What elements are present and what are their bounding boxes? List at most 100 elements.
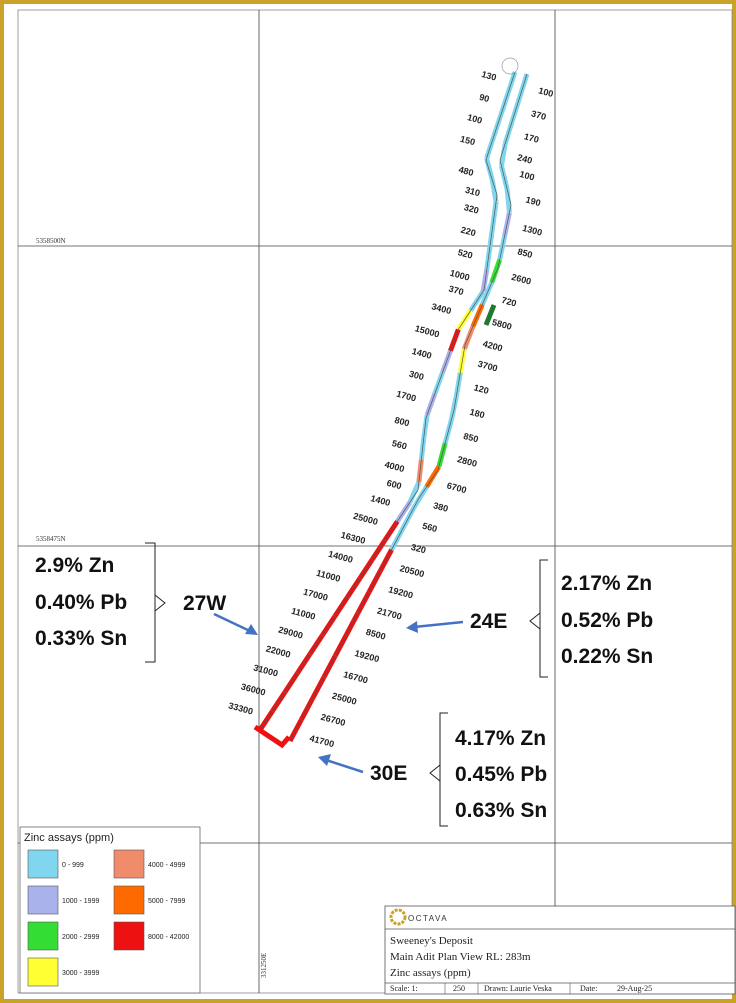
callout-30e-pb: 0.45% Pb	[455, 763, 547, 786]
east-assay-label: 320	[410, 542, 427, 556]
east-assay-label: 170	[523, 131, 540, 145]
east-assay-label: 190	[525, 195, 542, 209]
title-block-box	[384, 905, 736, 995]
legend-swatch-4	[113, 849, 145, 879]
legend-label-2: 2000 - 2999	[62, 934, 99, 941]
legend-swatch-1	[27, 885, 59, 915]
west-assay-label: 1400	[370, 493, 392, 508]
west-assay-label: 150	[459, 134, 476, 148]
west-assay-label: 520	[457, 247, 474, 261]
west-channel-outline	[259, 71, 516, 731]
west-assay-label: 1000	[449, 268, 471, 283]
east-channel-outline	[289, 73, 528, 742]
west-assay-label: 220	[460, 225, 477, 239]
west-assay-label: 1400	[411, 346, 433, 361]
west-assay-label: 4000	[384, 459, 406, 474]
east-assay-label: 6700	[446, 480, 468, 495]
legend-label-1: 1000 - 1999	[62, 898, 99, 905]
adit-portal-marker	[501, 57, 519, 75]
west-assay-label: 800	[393, 415, 410, 429]
legend-swatch-6	[113, 921, 145, 951]
legend-swatch-2	[27, 921, 59, 951]
date-label: Date:	[580, 984, 597, 993]
legend-swatch-0	[27, 849, 59, 879]
callout-24e-arrow	[413, 620, 464, 629]
octava-logo-icon	[389, 908, 407, 926]
callout-24e-arrowhead	[406, 621, 418, 633]
legend-title: Zinc assays (ppm)	[24, 832, 114, 844]
callout-27w-label: 27W	[183, 592, 226, 615]
title-block: OCTAVA Sweeney's Deposit Main Adit Plan …	[384, 905, 736, 995]
east-assay-label: 380	[432, 500, 449, 514]
east-assay-label: 1300	[521, 223, 543, 238]
callout-27w-arrow	[213, 612, 253, 634]
legend-label-4: 4000 - 4999	[148, 862, 185, 869]
west-assay-label: 370	[448, 284, 465, 298]
west-segment	[407, 481, 422, 504]
callout-27w: 2.9% Zn 0.40% Pb 0.33% Sn 27W	[35, 542, 258, 663]
east-assay-label: 180	[469, 407, 486, 421]
east-assay-label: 100	[537, 85, 554, 99]
logo-text: OCTAVA	[408, 914, 448, 923]
east-assay-label: 720	[501, 295, 518, 309]
west-assay-label: 480	[458, 164, 475, 178]
callout-24e-pb: 0.52% Pb	[561, 609, 653, 632]
callout-27w-zn: 2.9% Zn	[35, 554, 114, 577]
east-assay-label: 100	[519, 169, 536, 183]
east-assay-label: 4200	[482, 339, 504, 354]
west-assay-label: 3400	[430, 301, 452, 316]
map-inner-border	[17, 9, 733, 994]
callout-30e-zn: 4.17% Zn	[455, 727, 546, 750]
east-assay-label: 560	[421, 521, 438, 535]
callout-30e-arrow	[325, 758, 364, 774]
legend-swatch-3	[27, 957, 59, 987]
title-line-2: Main Adit Plan View RL: 283m	[390, 951, 531, 963]
west-assay-label: 100	[466, 112, 483, 126]
west-assay-label: 560	[391, 438, 408, 452]
west-assay-label: 1700	[395, 389, 417, 404]
callout-24e-zn: 2.17% Zn	[561, 572, 652, 595]
drawn-by: Drawn: Laurie Veska	[484, 984, 552, 993]
east-assay-label: 120	[473, 382, 490, 396]
callout-24e-sn: 0.22% Sn	[561, 645, 653, 668]
west-assay-label: 320	[463, 202, 480, 216]
east-assay-label: 2800	[456, 454, 478, 469]
scale-label: Scale: 1:	[390, 984, 418, 993]
east-segment	[504, 189, 512, 213]
legend-label-6: 8000 - 42000	[148, 934, 189, 941]
callout-30e-arrowhead	[318, 754, 331, 766]
legend-swatch-5	[113, 885, 145, 915]
northing-label-2: 5358475N	[36, 535, 66, 543]
adit-face-closure	[253, 724, 291, 749]
title-line-3: Zinc assays (ppm)	[390, 967, 471, 979]
legend-label-5: 5000 - 7999	[148, 898, 185, 905]
callout-27w-arrowhead	[245, 624, 258, 635]
east-assay-label: 850	[516, 246, 533, 260]
callout-24e-bracket	[529, 559, 548, 678]
east-assay-label: 850	[462, 431, 479, 445]
east-segment-dark-green	[483, 304, 497, 326]
callout-30e-sn: 0.63% Sn	[455, 799, 547, 822]
northing-label-1: 5358500N	[36, 237, 66, 245]
callout-27w-sn: 0.33% Sn	[35, 627, 127, 650]
callout-27w-pb: 0.40% Pb	[35, 591, 127, 614]
callout-27w-bracket	[145, 542, 166, 663]
east-assay-label: 8500	[365, 627, 387, 642]
east-assay-label: 240	[516, 152, 533, 166]
west-assay-label: 300	[408, 369, 425, 383]
channel-outlines	[259, 71, 528, 742]
legend-label-3: 3000 - 3999	[62, 970, 99, 977]
west-assay-label: 600	[386, 478, 403, 492]
easting-label-1: 331250E	[260, 953, 268, 978]
callout-24e: 2.17% Zn 0.52% Pb 0.22% Sn 24E	[406, 559, 653, 678]
callout-24e-label: 24E	[470, 610, 507, 633]
east-assay-label: 5800	[491, 317, 513, 332]
zinc-legend: Zinc assays (ppm) 0 - 999 1000 - 1999 20…	[19, 826, 201, 994]
title-line-1: Sweeney's Deposit	[390, 935, 473, 947]
west-segment	[489, 179, 499, 203]
legend-label-0: 0 - 999	[62, 862, 84, 869]
west-assay-label: 310	[464, 185, 481, 199]
west-assay-label: 90	[478, 92, 490, 104]
scale-value: 250	[453, 984, 465, 993]
